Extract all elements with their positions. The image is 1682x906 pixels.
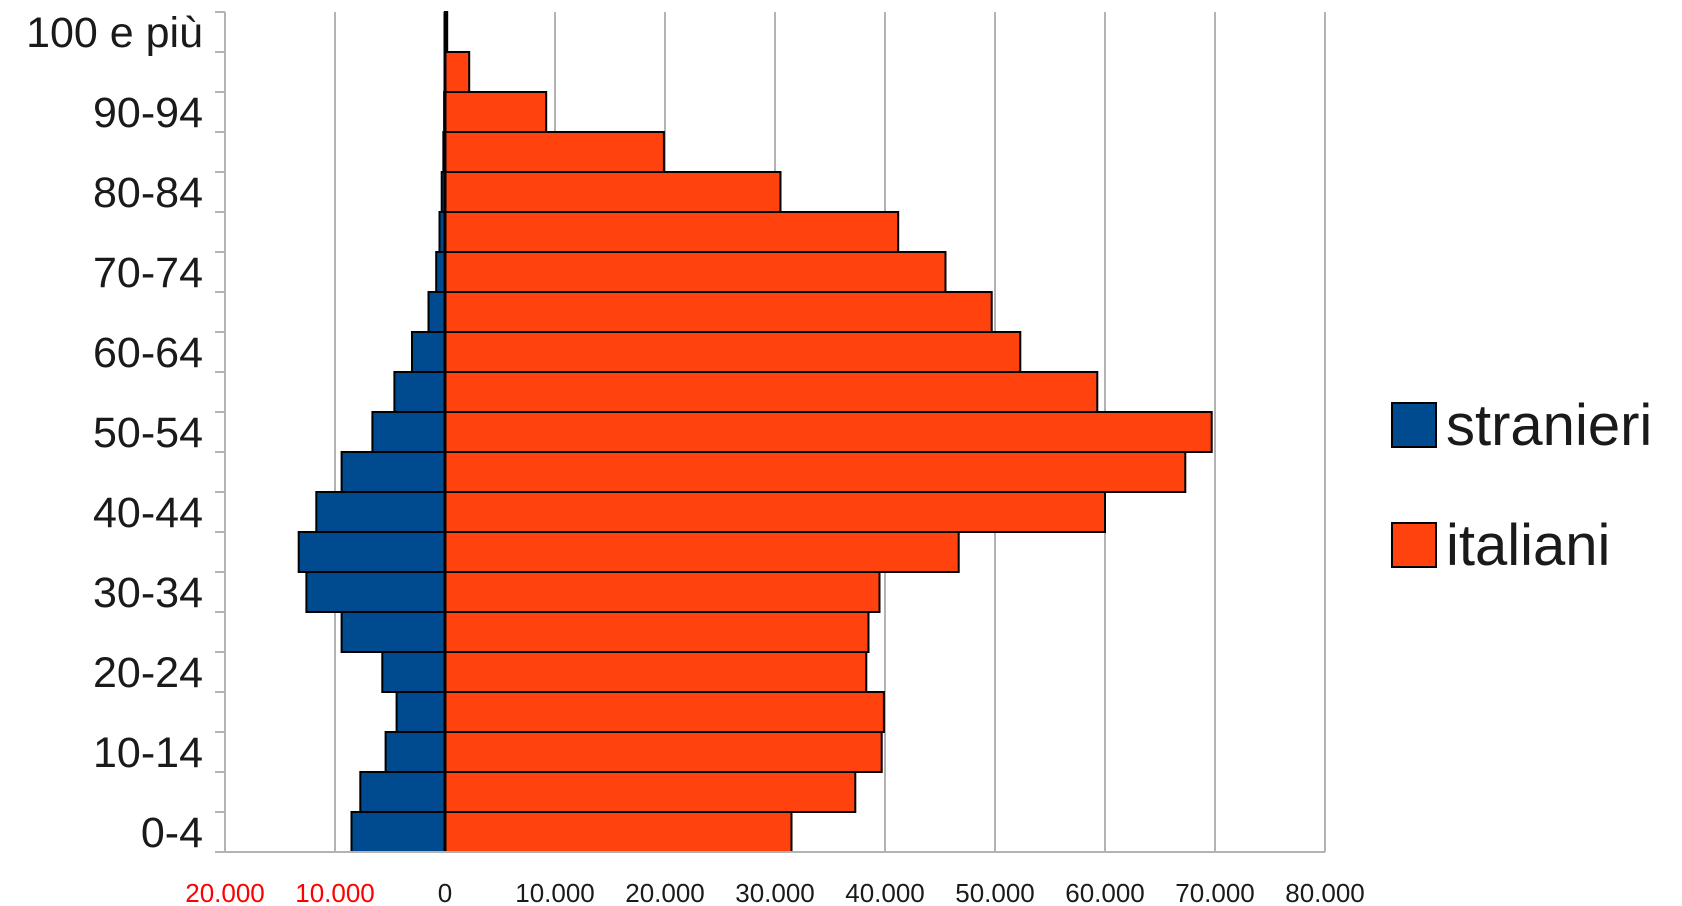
bar-stranieri-15-19 [395, 691, 447, 733]
x-tick-label: 40.000 [845, 878, 925, 906]
legend-swatch-stranieri [1391, 402, 1437, 448]
bar-italiani-60-64 [444, 331, 1022, 373]
y-tick-label: 70-74 [93, 249, 203, 297]
x-tick-label: 10.000 [295, 878, 375, 906]
bar-stranieri-55-59 [393, 371, 446, 413]
bar-italiani-10-14 [444, 731, 883, 773]
bar-stranieri-35-39 [297, 531, 447, 573]
bar-italiani-90-94 [444, 91, 548, 133]
legend-label-stranieri: stranieri [1446, 393, 1652, 458]
x-tick-label: 70.000 [1175, 878, 1255, 906]
legend-label-italiani: italiani [1446, 513, 1610, 578]
y-tick-label: 0-4 [141, 809, 203, 857]
x-tick-label: 30.000 [735, 878, 815, 906]
legend-swatch-italiani [1391, 522, 1437, 568]
bar-stranieri-10-14 [384, 731, 447, 773]
bar-italiani-85-89 [444, 131, 665, 173]
bar-italiani-20-24 [444, 651, 868, 693]
y-tick-label: 100 e più [26, 9, 203, 57]
bar-italiani-40-44 [444, 491, 1106, 533]
y-axis-tick-labels: 0-4 10-14 20-24 30-34 40-44 50-54 60-64 70-74 80… [26, 9, 203, 857]
x-tick-label: 80.000 [1285, 878, 1365, 906]
bar-italiani-80-84 [444, 171, 782, 213]
bar-italiani-30-34 [444, 571, 881, 613]
bar-stranieri-5-9 [359, 771, 446, 813]
bar-stranieri-45-49 [340, 451, 447, 493]
bar-stranieri-25-29 [340, 611, 447, 653]
bar-stranieri-60-64 [411, 331, 446, 373]
bar-italiani-70-74 [444, 251, 947, 293]
bar-italiani-5-9 [444, 771, 857, 813]
axes [215, 11, 1325, 853]
y-tick-label: 60-64 [93, 329, 203, 377]
bar-italiani-35-39 [444, 531, 960, 573]
legend: stranieri italiani [1391, 393, 1652, 578]
y-tick-label: 50-54 [93, 409, 203, 457]
bar-stranieri-30-34 [305, 571, 446, 613]
x-tick-label: 20.000 [185, 878, 265, 906]
x-tick-label: 50.000 [955, 878, 1035, 906]
bar-italiani-45-49 [444, 451, 1187, 493]
bar-stranieri-65-69 [427, 291, 446, 333]
x-tick-label: 10.000 [515, 878, 595, 906]
bar-italiani-95-99 [444, 51, 471, 93]
bar-stranieri-50-54 [371, 411, 446, 453]
y-tick-label: 20-24 [93, 649, 203, 697]
bar-italiani-0-4 [444, 811, 793, 853]
bar-stranieri-0-4 [350, 811, 446, 853]
bar-italiani-25-29 [444, 611, 870, 653]
bars [297, 11, 1213, 853]
y-tick-label: 10-14 [93, 729, 203, 777]
bar-stranieri-40-44 [315, 491, 446, 533]
bar-italiani-15-19 [444, 691, 885, 733]
bar-italiani-65-69 [444, 291, 993, 333]
x-tick-label: 0 [438, 878, 452, 906]
x-tick-label: 20.000 [625, 878, 705, 906]
y-tick-label: 80-84 [93, 169, 203, 217]
x-axis-tick-labels: 20.000 10.000 0 10.000 20.000 30.000 40.000 50.… [185, 878, 1365, 906]
y-tick-label: 90-94 [93, 89, 203, 137]
bar-italiani-50-54 [444, 411, 1213, 453]
bar-italiani-75-79 [444, 211, 900, 253]
y-tick-label: 30-34 [93, 569, 203, 617]
bar-stranieri-20-24 [381, 651, 446, 693]
x-tick-label: 60.000 [1065, 878, 1145, 906]
bar-italiani-55-59 [444, 371, 1099, 413]
y-tick-label: 40-44 [93, 489, 203, 537]
